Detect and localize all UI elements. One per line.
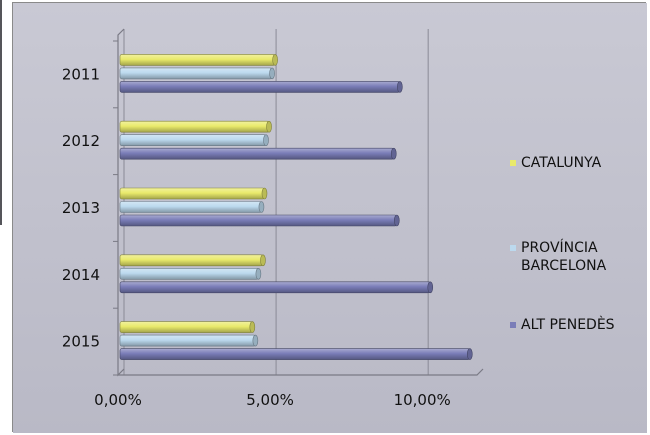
window-edge — [0, 0, 2, 225]
bar-cap-2013-1 — [261, 187, 268, 200]
y-axis — [117, 28, 125, 377]
bar-cap-2011-3 — [397, 81, 403, 93]
bar-2014-1 — [119, 254, 264, 267]
bar-chart: 2011 2012 2013 2014 2015 0,00% 5,00% 10,00% CAT… — [13, 3, 647, 433]
x-tick-label-1: 5,00% — [246, 391, 294, 409]
legend-swatch-3 — [510, 322, 516, 328]
y-tick-label-2014: 2014 — [62, 266, 100, 284]
legend-label-2: PROVÍNCIA BARCELONA — [521, 239, 607, 274]
bar-2013-3 — [119, 214, 398, 227]
x-tick-label-2: 10,00% — [394, 391, 451, 409]
bar-cap-2015-1 — [249, 321, 256, 333]
bar-2011-3 — [119, 81, 401, 93]
bar-cap-2013-2 — [258, 201, 265, 213]
bar-cap-2015-2 — [252, 334, 259, 347]
bar-2015-3 — [119, 348, 471, 360]
legend-label-1: CATALUNYA — [521, 155, 602, 171]
bar-2012-1 — [119, 120, 270, 133]
bar-cap-2011-1 — [272, 54, 278, 66]
bar-2013-2 — [119, 201, 262, 213]
y-tick-label-2011: 2011 — [62, 65, 100, 83]
bar-cap-2011-2 — [269, 67, 275, 80]
bar-2012-2 — [119, 134, 267, 146]
bar-2011-2 — [119, 67, 273, 80]
bar-2015-1 — [119, 321, 253, 333]
bar-2014-3 — [119, 281, 431, 294]
bar-cap-2014-3 — [427, 281, 434, 294]
bar-cap-2014-2 — [255, 267, 262, 280]
x-axis — [118, 368, 484, 376]
legend-swatch-2 — [510, 245, 516, 251]
chart-frame: 2011 2012 2013 2014 2015 0,00% 5,00% 10,00% CAT… — [12, 2, 647, 433]
x-tick-label-0: 0,00% — [94, 391, 142, 409]
bar-2014-2 — [119, 267, 259, 280]
y-tick-label-2015: 2015 — [62, 333, 100, 351]
bar-2013-1 — [119, 187, 265, 200]
y-tick-label-2013: 2013 — [62, 199, 100, 217]
bar-2011-1 — [119, 54, 276, 66]
bar-cap-2012-3 — [390, 147, 397, 160]
bar-2012-3 — [119, 147, 395, 160]
bar-cap-2012-2 — [263, 134, 269, 146]
bar-cap-2015-3 — [466, 348, 473, 360]
y-tick-label-2012: 2012 — [62, 132, 100, 150]
legend-swatch-1 — [510, 160, 516, 166]
bar-cap-2012-1 — [266, 120, 272, 133]
bar-cap-2014-1 — [260, 254, 266, 267]
legend-label-3: ALT PENEDÈS — [521, 316, 615, 333]
bar-cap-2013-3 — [393, 214, 400, 227]
bar-2015-2 — [119, 334, 256, 347]
